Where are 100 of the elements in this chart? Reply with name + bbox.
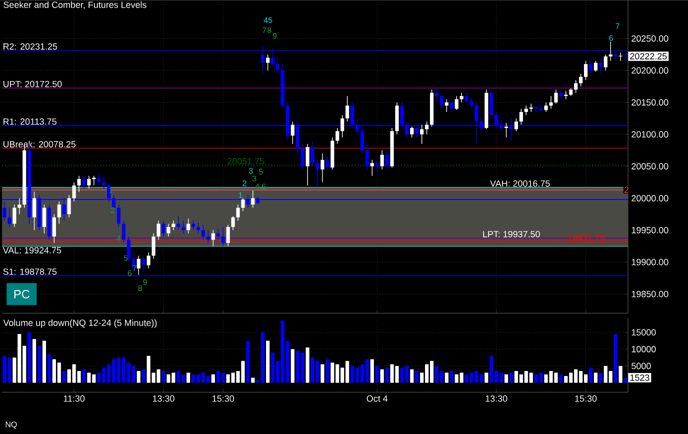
y-tick-label: 20150.00 xyxy=(632,99,668,106)
candlestick xyxy=(524,105,528,116)
candlestick xyxy=(152,232,156,260)
candlestick xyxy=(300,143,304,170)
candlestick xyxy=(584,60,588,80)
y-tick-label: 20250.00 xyxy=(632,35,668,42)
bar xyxy=(42,340,46,383)
ref-line-label: 19931.75 xyxy=(568,234,604,241)
bar xyxy=(306,347,310,383)
chart-title: Volume up down(NQ 12-24 (5 Minute)) xyxy=(3,319,157,328)
candlestick xyxy=(514,118,518,132)
candlestick xyxy=(251,190,255,208)
y-tick-label: 20050.00 xyxy=(632,163,668,170)
bar xyxy=(320,364,324,383)
bar xyxy=(251,378,255,383)
candlestick xyxy=(594,60,598,72)
candlestick xyxy=(142,255,146,272)
bar xyxy=(380,369,384,383)
annotation: 1523 xyxy=(630,374,650,381)
bar xyxy=(186,372,190,383)
candlestick xyxy=(588,60,593,74)
candlestick xyxy=(136,255,140,276)
candlestick xyxy=(385,152,389,168)
text: 20222.25 xyxy=(630,52,667,60)
candlestick xyxy=(241,198,245,212)
bar xyxy=(246,340,250,383)
candlestick xyxy=(186,218,190,234)
y-tick-label: 19950.00 xyxy=(632,226,668,234)
candlestick xyxy=(440,94,444,110)
candlestick xyxy=(261,44,265,74)
bar xyxy=(47,354,51,383)
bar xyxy=(211,374,215,383)
candlestick xyxy=(604,54,608,71)
candlestick xyxy=(18,198,22,214)
candlestick xyxy=(454,96,458,110)
bar xyxy=(614,334,618,383)
annotation: 2 xyxy=(624,186,629,193)
bar xyxy=(410,369,414,383)
ref-line-label: 20051.75 xyxy=(228,158,264,164)
bar xyxy=(618,366,622,383)
candlestick xyxy=(270,48,275,68)
candlestick xyxy=(221,226,225,246)
ref-line-label: R1: 20113.75 xyxy=(4,118,56,125)
candlestick xyxy=(211,230,215,246)
bar xyxy=(162,370,166,383)
candlestick xyxy=(72,182,76,202)
candlestick xyxy=(519,108,523,126)
candlestick xyxy=(434,86,439,103)
candlestick xyxy=(320,153,324,182)
candlestick xyxy=(365,143,369,170)
candlestick xyxy=(564,90,568,100)
bar xyxy=(266,340,270,383)
candlestick xyxy=(12,204,16,228)
candlestick xyxy=(425,121,429,135)
bar xyxy=(624,378,628,383)
bar xyxy=(37,346,42,383)
candlestick xyxy=(549,96,553,110)
candlestick xyxy=(126,236,130,262)
candlestick xyxy=(326,156,330,170)
bar xyxy=(370,359,374,383)
candlestick xyxy=(598,58,602,74)
candlestick xyxy=(206,230,210,244)
x-tick-label: 15:30 xyxy=(575,395,597,402)
candlestick xyxy=(316,159,320,186)
bar xyxy=(62,370,66,383)
candlestick xyxy=(182,220,186,234)
candlestick xyxy=(87,175,91,189)
y-tick-label: 5000 xyxy=(632,362,651,370)
bar xyxy=(142,369,146,383)
candlestick xyxy=(336,128,340,144)
candlestick xyxy=(236,204,240,221)
candlestick xyxy=(122,220,126,244)
candlestick xyxy=(504,122,508,138)
y-tick-label: 15000 xyxy=(632,329,656,336)
ref-line-label: UPT: 20172.50 xyxy=(3,80,62,88)
candlestick xyxy=(444,98,448,112)
bar xyxy=(559,374,563,383)
candlestick xyxy=(82,175,86,189)
candlestick xyxy=(201,224,206,240)
ref-line-label: VAL: 19924.75 xyxy=(2,246,62,254)
candlestick xyxy=(554,89,558,104)
candlestick xyxy=(410,126,414,138)
candlestick xyxy=(231,216,235,230)
candlestick xyxy=(370,159,374,176)
candlestick xyxy=(579,73,583,87)
bar xyxy=(290,349,294,383)
candlestick xyxy=(460,92,464,103)
bar xyxy=(415,370,419,383)
candlestick xyxy=(266,54,270,71)
candlestick xyxy=(544,102,548,112)
candlestick xyxy=(156,220,160,240)
bar xyxy=(385,368,389,383)
candlestick xyxy=(470,96,474,110)
bar xyxy=(28,332,32,383)
candlestick xyxy=(172,220,176,230)
x-tick-label: 13:30 xyxy=(486,395,508,402)
candlestick xyxy=(132,252,136,272)
bar xyxy=(588,368,593,383)
ref-line-label: S1: 19878.75 xyxy=(3,268,57,275)
chart-title: Seeker and Comber, Futures Levels xyxy=(4,1,146,9)
